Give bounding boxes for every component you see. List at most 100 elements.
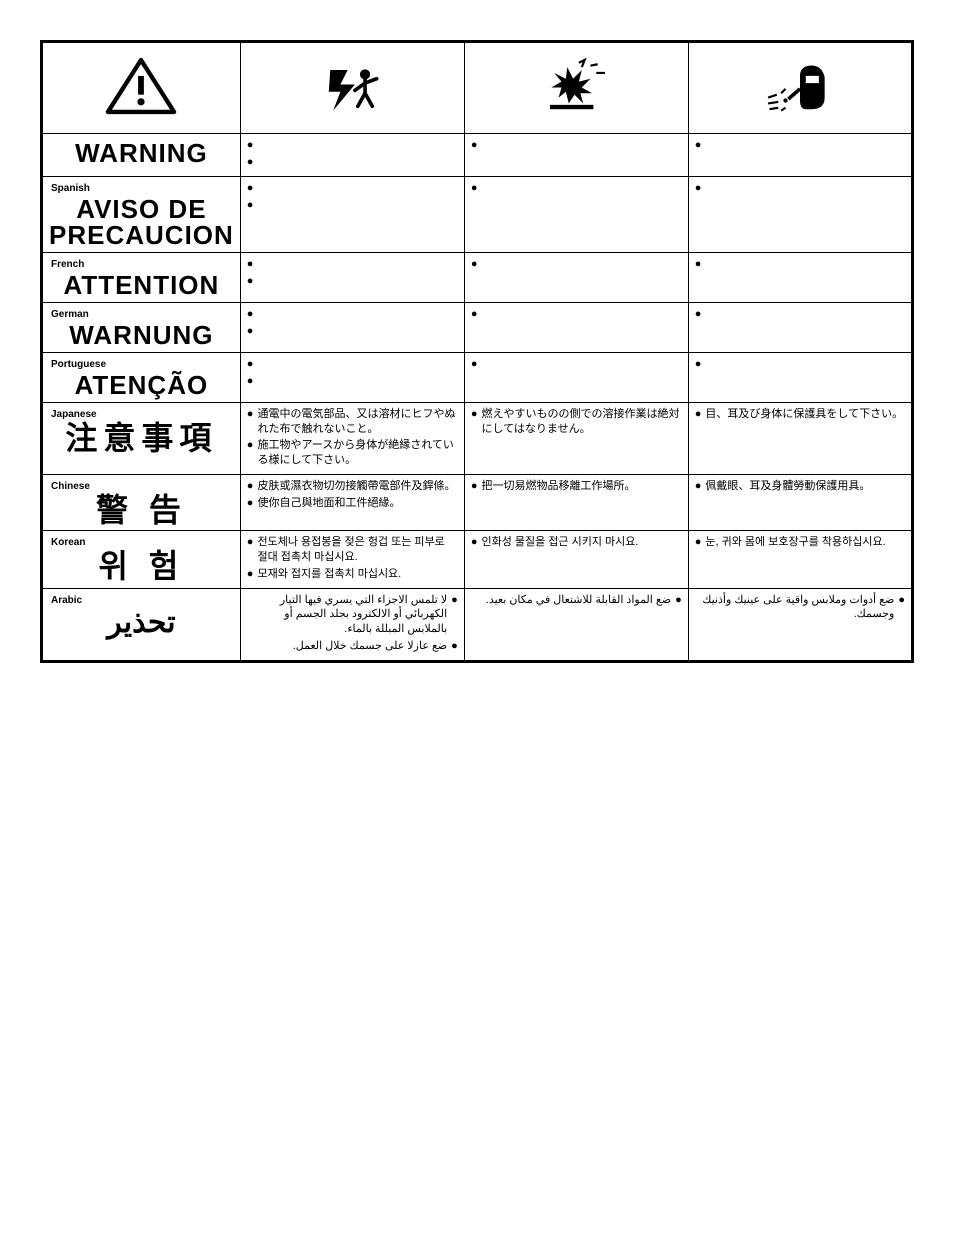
bullet-dot-icon: ● (471, 181, 478, 196)
table-row: GermanWARNUNG●●●● (42, 302, 913, 352)
bullet-dot-icon: ● (695, 407, 702, 422)
bullet-dot-icon: ● (247, 407, 254, 422)
bullet-item: ●전도체나 용접봉을 젖은 헝겁 또는 피부로 절대 접촉치 마십시요. (247, 535, 458, 565)
bullet-item: ● (471, 257, 682, 272)
bullet-dot-icon: ● (471, 357, 478, 372)
hazard-cell: ●● (240, 134, 464, 177)
language-cell: French ATTENTION (42, 252, 241, 302)
bullet-dot-icon: ● (695, 138, 702, 153)
bullet-item: ● (695, 257, 905, 272)
table-row: WARNING●●●● (42, 134, 913, 177)
language-label: German (51, 309, 234, 320)
bullet-text: 燃えやすいものの側での溶接作業は絶対にしてはなりません。 (481, 407, 681, 437)
bullet-item: ●佩戴眼、耳及身體勞動保護用具。 (695, 479, 905, 494)
language-cell: Arabic تحذير (42, 588, 241, 661)
bullet-dot-icon: ● (451, 639, 458, 654)
bullet-item: ● (471, 181, 682, 196)
language-warning-word: WARNING (49, 140, 234, 166)
bullet-dot-icon: ● (247, 567, 254, 582)
hazard-cell: ●通電中の電気部品、又は溶材にヒフやぬれた布で触れないこと。●施工物やアースから… (240, 402, 464, 474)
bullet-text: ضع المواد القابلة للاشتعال في مكان بعيد. (486, 593, 671, 608)
bullet-item: ●눈, 귀와 몸에 보호장구를 착용하십시요. (695, 535, 905, 550)
bullet-text: ضع أدوات وملابس واقية على عينيك وأذنيك و… (695, 593, 895, 623)
bullet-item: ●ضع عازلا على جسمك خلال العمل. (247, 639, 458, 654)
hazard-cell: ●● (240, 252, 464, 302)
hazard-cell: ●전도체나 용접봉을 젖은 헝겁 또는 피부로 절대 접촉치 마십시요.●모재와… (240, 531, 464, 589)
bullet-item: ● ضع المواد القابلة للاشتعال في مكان بعيد… (471, 593, 682, 608)
language-warning-word: 警 告 (49, 494, 234, 526)
bullet-item: ● (471, 307, 682, 322)
bullet-dot-icon: ● (247, 155, 254, 170)
bullet-item: ● (247, 274, 458, 289)
bullet-item: ● (247, 307, 458, 322)
hazard-cell: ● (688, 352, 912, 402)
bullet-item: ●目、耳及び身体に保護具をして下さい。 (695, 407, 905, 422)
header-row (42, 42, 913, 134)
language-warning-word: WARNUNG (49, 322, 234, 348)
bullet-dot-icon: ● (247, 138, 254, 153)
bullet-dot-icon: ● (695, 535, 702, 550)
bullet-item: ● (247, 198, 458, 213)
bullet-item: ● (471, 138, 682, 153)
language-warning-word: تحذير (49, 608, 234, 638)
welding-face-shield-icon (688, 42, 912, 134)
bullet-dot-icon: ● (695, 181, 702, 196)
bullet-dot-icon: ● (471, 535, 478, 550)
language-label: Portuguese (51, 359, 234, 370)
bullet-text: 目、耳及び身体に保護具をして下さい。 (705, 407, 903, 422)
hazard-cell: ● (464, 302, 688, 352)
hazard-cell: ●燃えやすいものの側での溶接作業は絶対にしてはなりません。 (464, 402, 688, 474)
hazard-cell: ● (464, 134, 688, 177)
bullet-dot-icon: ● (675, 593, 682, 608)
bullet-item: ● (247, 324, 458, 339)
bullet-dot-icon: ● (247, 357, 254, 372)
bullet-item: ●通電中の電気部品、又は溶材にヒフやぬれた布で触れないこと。 (247, 407, 458, 437)
bullet-item: ●使你自己與地面和工件絕緣。 (247, 496, 458, 511)
bullet-item: ● (695, 357, 905, 372)
bullet-item: ●施工物やアースから身体が絶縁されている様にして下さい。 (247, 438, 458, 468)
table-row: Japanese注意事項●通電中の電気部品、又は溶材にヒフやぬれた布で触れないこ… (42, 402, 913, 474)
bullet-item: ●لا تلمس الاجزاء التي يسري فيها التيار ا… (247, 593, 458, 638)
language-warning-word: ATENÇÃO (49, 372, 234, 398)
hazard-cell: ●● (240, 302, 464, 352)
hazard-cell: ●인화성 물질을 접근 시키지 마시요. (464, 531, 688, 589)
bullet-dot-icon: ● (247, 198, 254, 213)
bullet-dot-icon: ● (247, 181, 254, 196)
language-label: French (51, 259, 234, 270)
bullet-item: ● (247, 181, 458, 196)
bullet-dot-icon: ● (247, 257, 254, 272)
bullet-item: ●皮肤或濕衣物切勿接觸帶電部件及銲條。 (247, 479, 458, 494)
bullet-dot-icon: ● (695, 479, 702, 494)
hazard-cell: ●● (240, 176, 464, 252)
hazard-cell: ● (464, 176, 688, 252)
language-label: Arabic (51, 595, 234, 606)
bullet-item: ●ضع أدوات وملابس واقية على عينيك وأذنيك … (695, 593, 905, 623)
bullet-dot-icon: ● (247, 535, 254, 550)
hazard-cell: ●把一切易燃物品移離工作場所。 (464, 475, 688, 531)
language-cell: Chinese 警 告 (42, 475, 241, 531)
bullet-item: ●把一切易燃物品移離工作場所。 (471, 479, 682, 494)
warning-triangle-icon (42, 42, 241, 134)
table-row: Portuguese ATENÇÃO ● ● ● ● (42, 352, 913, 402)
language-cell: Korean위 험 (42, 531, 241, 589)
bullet-dot-icon: ● (247, 374, 254, 389)
bullet-item: ●인화성 물질을 접근 시키지 마시요. (471, 535, 682, 550)
bullet-text: 모재와 접지를 접촉치 마십시요. (257, 567, 401, 582)
hazard-cell: ●皮肤或濕衣物切勿接觸帶電部件及銲條。 ●使你自己與地面和工件絕緣。 (240, 475, 464, 531)
explosion-icon (464, 42, 688, 134)
bullet-dot-icon: ● (247, 274, 254, 289)
bullet-item: ● (695, 181, 905, 196)
bullet-dot-icon: ● (471, 257, 478, 272)
bullet-dot-icon: ● (471, 307, 478, 322)
language-label: Korean (51, 537, 234, 548)
bullet-item: ● (247, 374, 458, 389)
language-label: Chinese (51, 481, 234, 492)
electric-shock-icon (240, 42, 464, 134)
bullet-dot-icon: ● (247, 324, 254, 339)
language-warning-word: ATTENTION (49, 272, 234, 298)
bullet-text: 使你自己與地面和工件絕緣。 (257, 496, 400, 511)
bullet-dot-icon: ● (247, 307, 254, 322)
bullet-dot-icon: ● (471, 407, 478, 422)
table-row: Arabic تحذير ●لا تلمس الاجزاء التي يسري في… (42, 588, 913, 661)
language-warning-word: AVISO DE PRECAUCION (49, 196, 234, 248)
